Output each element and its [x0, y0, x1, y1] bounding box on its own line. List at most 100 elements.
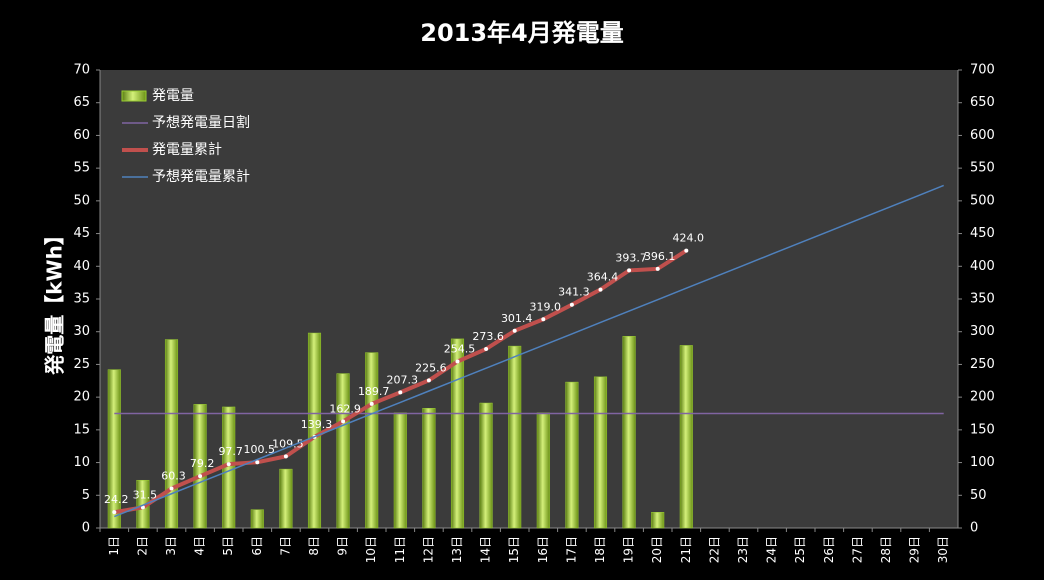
y2-tick-label: 0 [970, 521, 978, 536]
data-label: 341.3 [558, 286, 590, 299]
x-tick-label: 30日 [936, 536, 950, 563]
marker [198, 474, 203, 479]
x-tick-label: 3日 [164, 536, 178, 556]
plot-area [100, 70, 958, 528]
x-tick-label: 9日 [336, 536, 350, 556]
x-tick-label: 6日 [250, 536, 264, 556]
y2-tick-label: 450 [970, 226, 995, 241]
legend-label: 発電量 [152, 88, 194, 104]
bar [565, 381, 579, 529]
x-tick-label: 10日 [364, 536, 378, 563]
x-tick-label: 7日 [278, 536, 292, 556]
marker [455, 359, 460, 364]
legend-label: 予想発電量累計 [152, 169, 250, 185]
y2-tick-label: 250 [970, 357, 995, 372]
y2-tick-label: 200 [970, 390, 995, 405]
bar [307, 332, 322, 529]
y2-tick-label: 100 [970, 455, 995, 470]
x-tick-label: 8日 [307, 536, 321, 556]
y2-tick-label: 500 [970, 193, 995, 208]
data-label: 189.7 [358, 385, 390, 398]
y-axis-label: 発電量【kWh】 [43, 225, 67, 376]
data-label: 301.4 [501, 312, 533, 325]
x-tick-label: 1日 [107, 536, 121, 556]
x-tick-label: 17日 [564, 536, 578, 563]
bar [107, 369, 121, 529]
y-tick-label: 0 [82, 521, 90, 536]
bar [164, 339, 179, 529]
series-line [114, 184, 944, 518]
y2-tick-label: 650 [970, 95, 995, 110]
x-tick-label: 19日 [622, 536, 636, 563]
y2-tick-label: 50 [970, 488, 987, 503]
y-tick-label: 25 [73, 357, 90, 372]
marker [398, 390, 403, 395]
data-label: 225.6 [415, 361, 447, 374]
data-label: 109.5 [272, 437, 304, 450]
bar [679, 345, 693, 529]
y-tick-label: 15 [73, 422, 90, 437]
y-tick-label: 65 [73, 95, 90, 110]
x-tick-label: 25日 [793, 536, 807, 563]
bar [593, 376, 608, 529]
x-tick-label: 18日 [593, 536, 607, 563]
marker [541, 317, 546, 322]
y2-tick-label: 350 [970, 292, 995, 307]
x-tick-label: 27日 [850, 536, 864, 563]
legend-swatch [121, 90, 147, 102]
bar [250, 509, 264, 529]
bar [422, 408, 436, 529]
data-label: 273.6 [472, 330, 504, 343]
y2-tick-label: 700 [970, 63, 995, 78]
data-label: 207.3 [387, 373, 419, 386]
y-tick-label: 60 [73, 128, 90, 143]
data-label: 396.1 [644, 250, 676, 263]
y2-tick-label: 150 [970, 422, 995, 437]
chart-title: 2013年4月発電量 [420, 19, 624, 47]
x-tick-label: 21日 [679, 536, 693, 563]
y-tick-label: 20 [73, 390, 90, 405]
x-tick-label: 4日 [193, 536, 207, 556]
legend-label: 発電量累計 [152, 142, 222, 158]
data-label: 254.5 [444, 342, 476, 355]
bar [193, 404, 207, 529]
bar [279, 468, 293, 529]
marker [569, 302, 574, 307]
data-label: 60.3 [161, 470, 186, 483]
y-tick-label: 5 [82, 488, 90, 503]
y-tick-label: 30 [73, 324, 90, 339]
marker [112, 510, 117, 515]
marker [369, 401, 374, 406]
data-label: 139.3 [301, 418, 333, 431]
x-tick-label: 12日 [421, 536, 435, 563]
x-tick-label: 23日 [736, 536, 750, 563]
marker [598, 287, 603, 292]
marker [484, 346, 489, 351]
data-label: 424.0 [673, 232, 705, 245]
marker [226, 462, 231, 467]
bar [651, 512, 665, 529]
x-tick-label: 13日 [450, 536, 464, 563]
data-label: 364.4 [587, 271, 619, 284]
x-tick-label: 26日 [822, 536, 836, 563]
x-tick-label: 5日 [221, 536, 235, 556]
y2-tick-label: 600 [970, 128, 995, 143]
x-tick-label: 11日 [393, 536, 407, 563]
legend-label: 予想発電量日割 [152, 114, 250, 131]
y-tick-label: 55 [73, 161, 90, 176]
marker [140, 505, 145, 510]
marker [283, 454, 288, 459]
marker [684, 248, 689, 253]
y-tick-label: 70 [73, 63, 90, 78]
marker [341, 419, 346, 424]
bar [365, 352, 379, 529]
bar [479, 402, 493, 529]
bar [336, 373, 350, 529]
x-tick-label: 16日 [536, 536, 550, 563]
bar [508, 345, 522, 529]
x-tick-label: 20日 [650, 536, 664, 563]
y2-tick-label: 300 [970, 324, 995, 339]
x-tick-label: 28日 [879, 536, 893, 563]
